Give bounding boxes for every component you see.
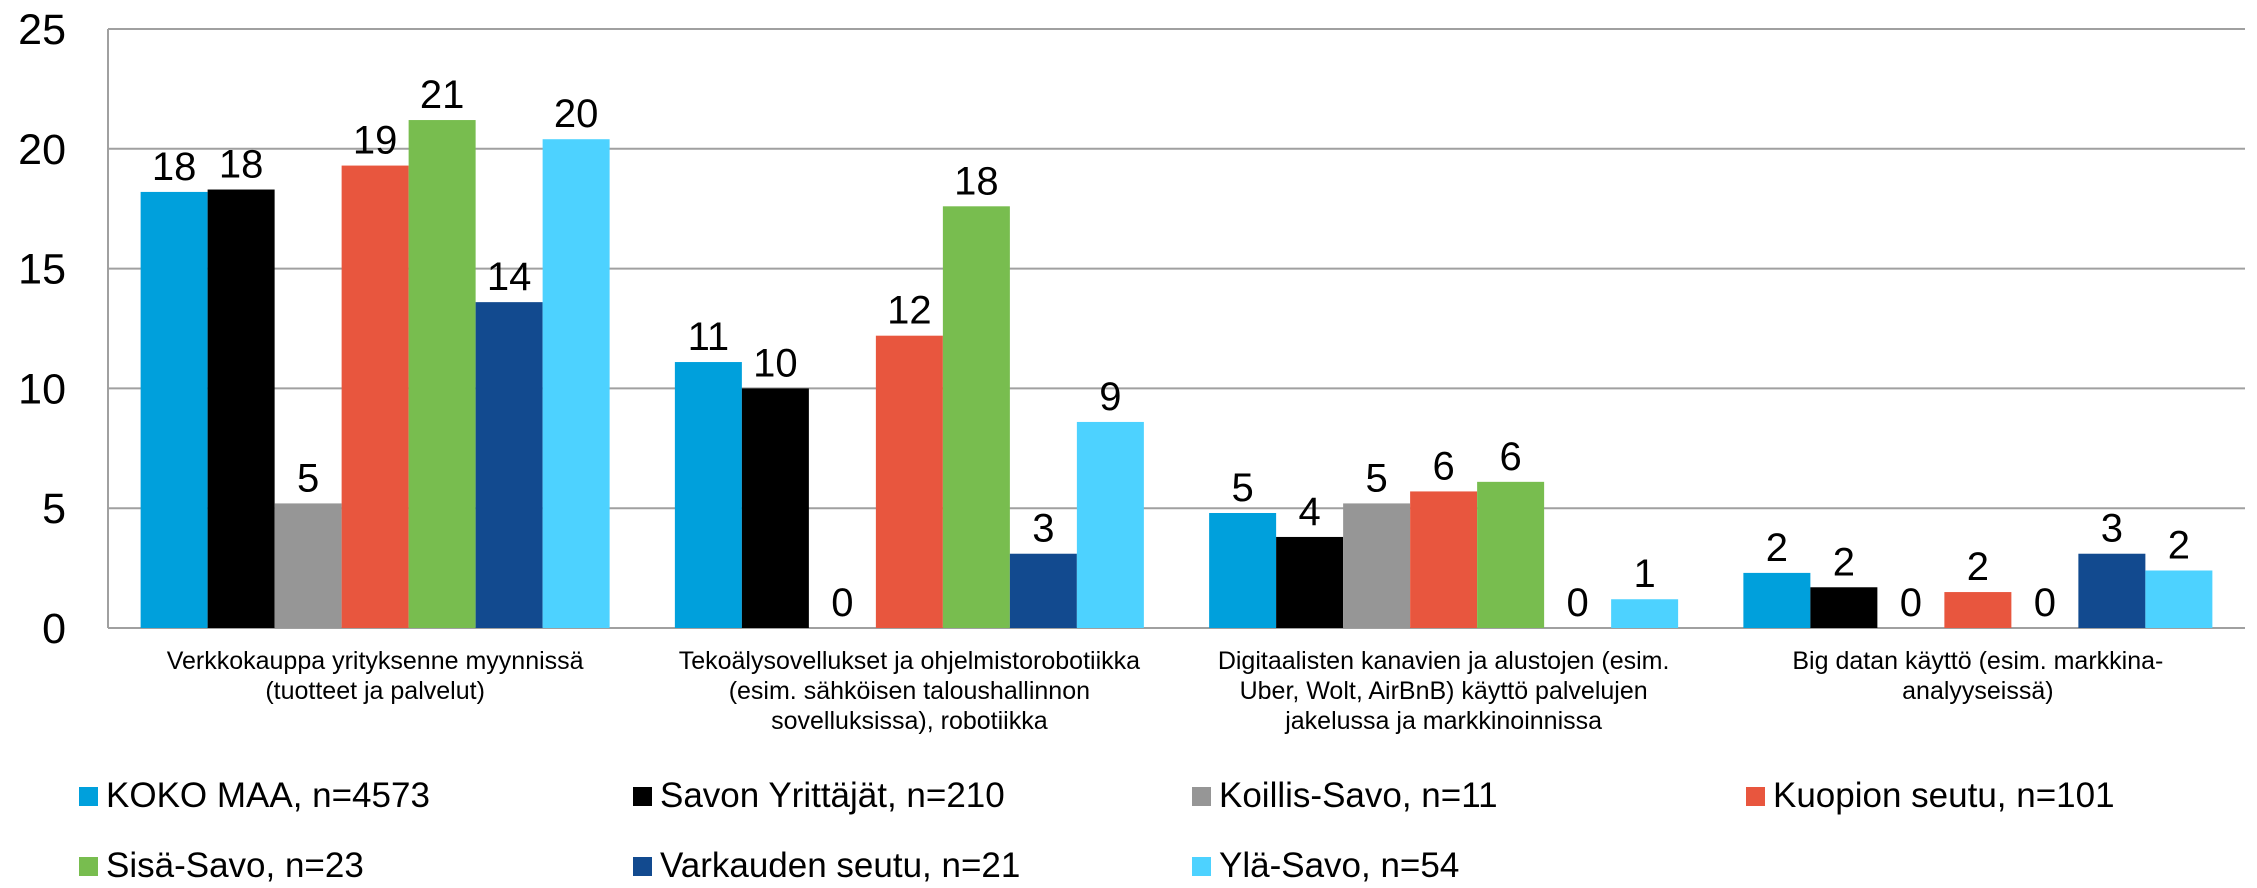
legend-swatch	[79, 856, 98, 876]
bar	[207, 189, 275, 629]
bar	[1944, 592, 2012, 628]
x-tick-label: Tekoälysovellukset ja ohjelmistorobotiik…	[678, 647, 1141, 735]
bar	[1009, 553, 1077, 628]
y-tick-label: 10	[18, 365, 66, 413]
legend-label: Varkauden seutu, n=21	[660, 846, 1021, 885]
bar	[2145, 570, 2213, 628]
legend-item: Ylä-Savo, n=54	[1192, 846, 1459, 886]
legend-item: Kuopion seutu, n=101	[1746, 776, 2115, 816]
data-label: 9	[1099, 375, 1121, 419]
data-label: 5	[1232, 466, 1254, 510]
data-label: 0	[1900, 581, 1922, 625]
legend-item: Savon Yrittäjät, n=210	[633, 776, 1005, 816]
data-label: 6	[1433, 444, 1455, 488]
data-label: 20	[554, 92, 599, 136]
data-label: 2	[1967, 545, 1989, 589]
bar	[674, 362, 742, 628]
x-tick-label: Verkkokauppa yrityksenne myynnissä (tuot…	[166, 647, 584, 705]
data-label: 3	[2101, 507, 2123, 551]
bar	[1343, 503, 1411, 628]
data-label: 1	[1634, 552, 1656, 596]
data-label: 21	[420, 73, 465, 117]
data-label: 6	[1500, 435, 1522, 479]
bar	[741, 388, 809, 628]
legend-label: Sisä-Savo, n=23	[106, 846, 364, 885]
legend-swatch	[1192, 856, 1211, 876]
data-label: 0	[1567, 581, 1589, 625]
legend-swatch	[633, 856, 652, 876]
bar	[274, 503, 342, 628]
legend-item: Sisä-Savo, n=23	[79, 846, 364, 886]
bar	[1810, 587, 1878, 628]
legend-swatch	[1746, 786, 1765, 806]
data-label: 18	[219, 143, 264, 187]
legend-item: KOKO MAA, n=4573	[79, 776, 430, 816]
y-tick-label: 0	[42, 605, 66, 653]
data-label: 5	[297, 456, 319, 500]
data-label: 10	[753, 341, 798, 385]
data-label: 2	[1766, 526, 1788, 570]
bar	[475, 302, 543, 628]
bar	[1477, 481, 1545, 628]
data-label: 2	[2168, 523, 2190, 567]
bar	[1076, 421, 1144, 628]
y-tick-label: 20	[18, 126, 66, 174]
data-label: 3	[1032, 507, 1054, 551]
legend-item: Varkauden seutu, n=21	[633, 846, 1020, 886]
y-tick-label: 5	[42, 485, 66, 533]
data-label: 0	[831, 581, 853, 625]
legend-swatch	[633, 786, 652, 806]
legend-swatch	[1192, 786, 1211, 806]
x-tick-label: Big datan käyttö (esim. markkina-analyys…	[1792, 647, 2164, 705]
legend-item: Koillis-Savo, n=11	[1192, 776, 1498, 816]
legend-label: Koillis-Savo, n=11	[1219, 776, 1498, 815]
bar	[1743, 572, 1811, 628]
legend-label: Kuopion seutu, n=101	[1773, 776, 2115, 815]
data-label: 18	[152, 145, 197, 189]
bar	[1276, 536, 1344, 628]
data-label: 14	[487, 255, 532, 299]
bar	[542, 139, 610, 628]
bar	[942, 206, 1010, 628]
bar	[1611, 599, 1679, 628]
bar	[1410, 491, 1478, 628]
data-label: 19	[353, 119, 398, 163]
data-label: 11	[688, 315, 730, 359]
bar	[875, 335, 943, 628]
data-label: 18	[954, 159, 999, 203]
bar	[408, 120, 476, 628]
legend-label: Savon Yrittäjät, n=210	[660, 776, 1005, 815]
data-label: 12	[887, 289, 932, 333]
bar	[1209, 512, 1277, 628]
data-label: 5	[1366, 456, 1388, 500]
x-tick-label: Digitaalisten kanavien ja alustojen (esi…	[1217, 647, 1670, 735]
legend-label: Ylä-Savo, n=54	[1219, 846, 1460, 885]
legend-label: KOKO MAA, n=4573	[106, 776, 430, 815]
bar	[140, 191, 208, 629]
bar	[341, 165, 409, 628]
bar	[2078, 553, 2146, 628]
data-label: 2	[1833, 540, 1855, 584]
y-tick-label: 15	[18, 246, 66, 294]
legend-swatch	[79, 786, 98, 806]
y-tick-label: 25	[18, 6, 66, 54]
data-label: 0	[2034, 581, 2056, 625]
data-label: 4	[1299, 490, 1321, 534]
